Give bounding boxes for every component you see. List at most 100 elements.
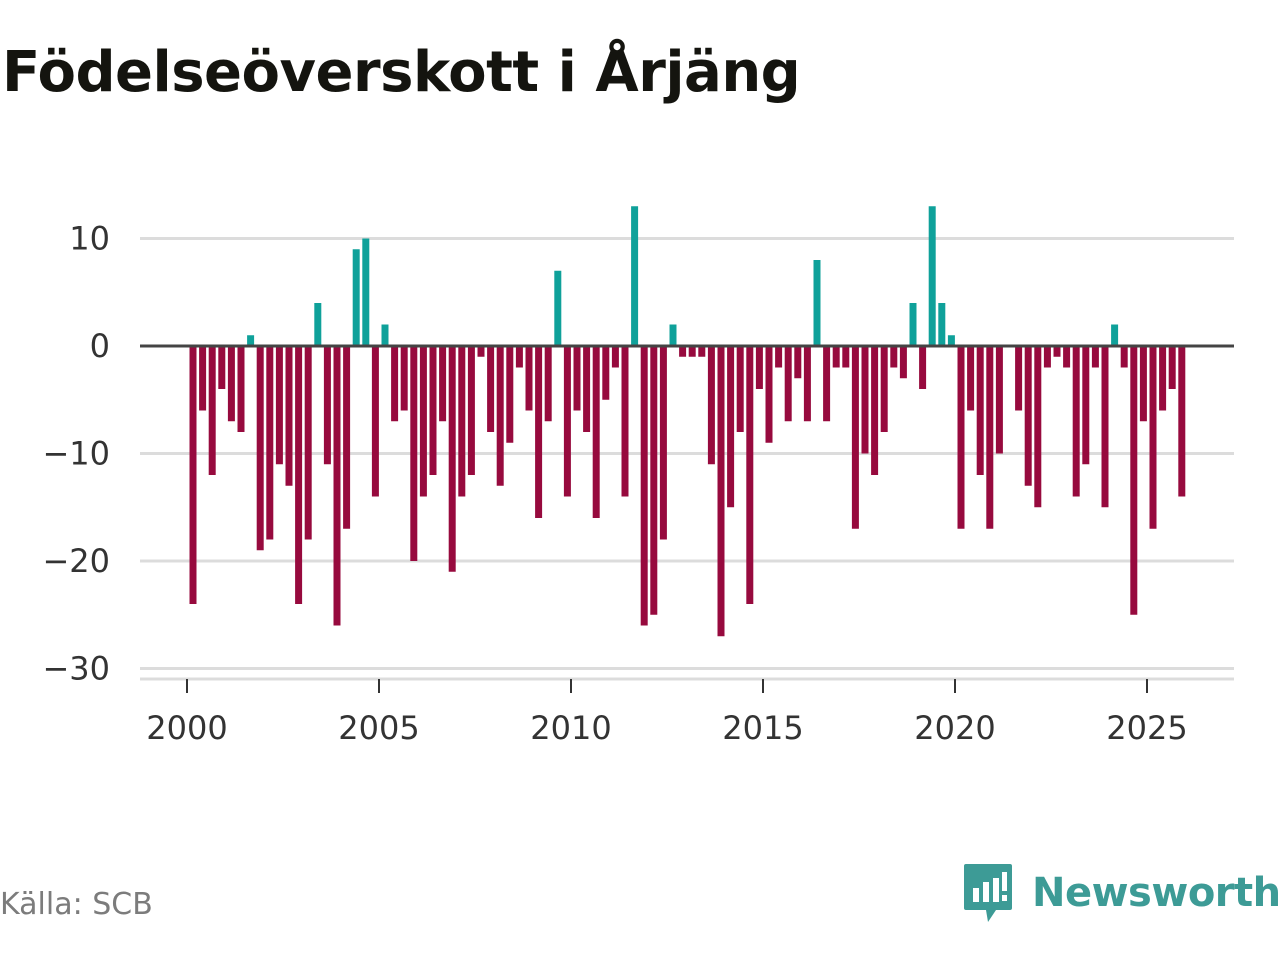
bar-negative <box>746 346 754 604</box>
bar-negative <box>861 346 869 454</box>
bar-positive <box>314 303 322 346</box>
y-tick-label: −30 <box>42 650 110 688</box>
bar-negative <box>295 346 303 604</box>
bar-positive <box>1111 324 1119 346</box>
bar-negative <box>487 346 495 432</box>
bar-negative <box>1130 346 1138 615</box>
bar-negative <box>477 346 485 357</box>
bar-negative <box>285 346 293 486</box>
bar-negative <box>602 346 610 400</box>
y-tick-label: 10 <box>69 220 110 258</box>
newsworthy-logo-icon <box>964 864 1012 922</box>
bar-negative <box>1034 346 1042 508</box>
bar-negative <box>823 346 831 422</box>
bar-negative <box>304 346 312 540</box>
bar-negative <box>439 346 447 422</box>
bar-negative <box>467 346 475 475</box>
bar-negative <box>1024 346 1032 486</box>
bar-negative <box>391 346 399 422</box>
bar-negative <box>1063 346 1071 368</box>
brand-logo[interactable]: Newsworthy <box>962 862 1280 924</box>
bar-negative <box>1072 346 1080 497</box>
bar-negative <box>698 346 706 357</box>
bar-positive <box>928 206 936 346</box>
bar-negative <box>1101 346 1109 508</box>
bar-negative <box>890 346 898 368</box>
bar-negative <box>592 346 600 518</box>
bar-negative <box>919 346 927 389</box>
bar-negative <box>496 346 504 486</box>
bar-negative <box>218 346 226 389</box>
bar-negative <box>842 346 850 368</box>
bar-negative <box>525 346 533 411</box>
axes: 10 0 −10 −20 −30 2000 2005 2010 2015 2020 2025 <box>42 220 1234 747</box>
bar-negative <box>429 346 437 475</box>
bar-negative <box>506 346 514 443</box>
bar-negative <box>717 346 725 637</box>
bar-negative <box>688 346 696 357</box>
bar-negative <box>535 346 543 518</box>
bar-negative <box>650 346 658 615</box>
bar-negative <box>995 346 1003 454</box>
bar-negative <box>611 346 619 368</box>
bar-negative <box>880 346 888 432</box>
bar-negative <box>727 346 735 508</box>
bar-negative <box>544 346 552 422</box>
bar-negative <box>967 346 975 411</box>
x-tick-label: 2005 <box>338 709 419 747</box>
bar-negative <box>256 346 264 551</box>
bar-negative <box>794 346 802 379</box>
bar-negative <box>458 346 466 497</box>
bar-positive <box>352 249 360 346</box>
x-tick-label: 2025 <box>1106 709 1187 747</box>
bar-positive <box>247 335 255 346</box>
bar-positive <box>669 324 677 346</box>
bar-negative <box>899 346 907 379</box>
bar-positive <box>381 324 389 346</box>
bar-negative <box>1159 346 1167 411</box>
bar-negative <box>515 346 523 368</box>
bar-negative <box>775 346 783 368</box>
bar-negative <box>573 346 581 411</box>
bar-negative <box>227 346 235 422</box>
bar-negative <box>343 346 351 529</box>
bar-negative <box>986 346 994 529</box>
bar-negative <box>410 346 418 561</box>
bar-positive <box>362 238 370 346</box>
bar-negative <box>784 346 792 422</box>
bar-negative <box>679 346 687 357</box>
bar-negative <box>832 346 840 368</box>
bar-negative <box>736 346 744 432</box>
bar-negative <box>208 346 216 475</box>
bar-negative <box>199 346 207 411</box>
bar-negative <box>707 346 715 465</box>
bar-negative <box>621 346 629 497</box>
bar-negative <box>323 346 331 465</box>
brand-name: Newsworthy <box>1032 870 1280 916</box>
bar-negative <box>803 346 811 422</box>
bar-positive <box>938 303 946 346</box>
y-tick-label: 0 <box>90 327 110 365</box>
bar-negative <box>1120 346 1128 368</box>
bar-negative <box>583 346 591 432</box>
bar-negative <box>1168 346 1176 389</box>
bar-positive <box>909 303 917 346</box>
bar-negative <box>275 346 283 465</box>
source-note: Källa: SCB <box>0 887 153 922</box>
y-tick-label: −20 <box>42 542 110 580</box>
x-tick-label: 2000 <box>146 709 227 747</box>
bar-negative <box>1082 346 1090 465</box>
bar-negative <box>237 346 245 432</box>
bar-positive <box>554 270 562 346</box>
bar-negative <box>871 346 879 475</box>
x-tick-label: 2020 <box>914 709 995 747</box>
bar-negative <box>400 346 408 411</box>
gridlines <box>140 237 1234 670</box>
bar-chart: 10 0 −10 −20 −30 2000 2005 2010 2015 2020 2025 <box>42 206 1234 747</box>
bar-negative <box>640 346 648 626</box>
bar-positive <box>631 206 639 346</box>
bar-positive <box>947 335 955 346</box>
bar-negative <box>851 346 859 529</box>
bar-negative <box>1178 346 1186 497</box>
bar-negative <box>266 346 274 540</box>
